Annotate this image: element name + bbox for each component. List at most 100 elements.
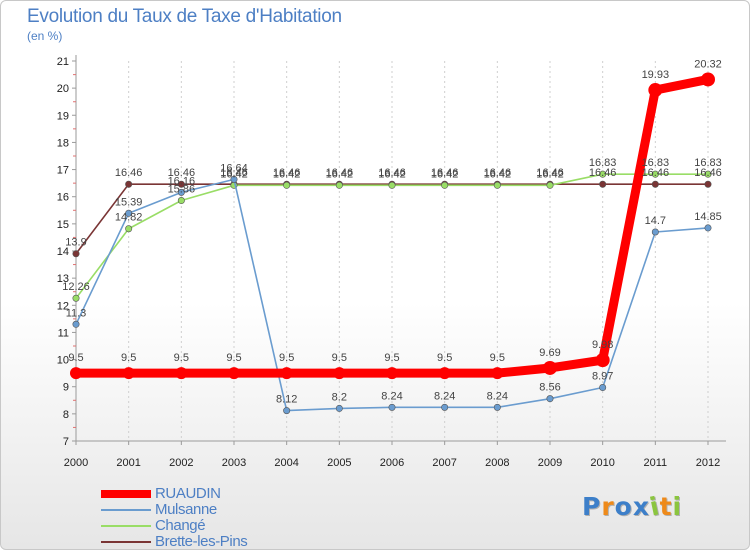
logo-letter-3: o (614, 492, 633, 521)
x-tick-label-2001: 2001 (116, 457, 140, 469)
data-label-chang-2003: 16.42 (220, 168, 248, 180)
point-brette-les-pins-2010 (599, 180, 607, 188)
point-mulsanne-2006 (388, 403, 396, 411)
x-tick-label-2007: 2007 (432, 457, 456, 469)
point-brette-les-pins-2012 (704, 180, 712, 188)
logo-letter-6: t (659, 492, 673, 521)
point-mulsanne-2010 (599, 384, 607, 392)
data-label-chang-2010: 16.83 (589, 157, 617, 169)
x-tick-label-2000: 2000 (64, 457, 88, 469)
data-label-ruaudin-2000: 9.5 (68, 352, 83, 364)
x-tick-label-2011: 2011 (644, 457, 668, 469)
data-label-brette-les-pins-2003: 16.46 (220, 167, 248, 179)
point-ruaudin-2012 (701, 72, 715, 87)
point-ruaudin-2000 (70, 367, 82, 380)
point-mulsanne-2009 (546, 395, 554, 403)
point-brette-les-pins-2011 (651, 180, 659, 188)
data-label-brette-les-pins-2007: 16.46 (431, 167, 459, 179)
data-label-ruaudin-2004: 9.5 (279, 352, 294, 364)
point-ruaudin-2007 (438, 367, 451, 380)
data-label-brette-les-pins-2000: 13.9 (65, 237, 86, 249)
data-label-brette-les-pins-2009: 16.46 (536, 167, 564, 179)
data-label-mulsanne-2003: 16.64 (220, 162, 248, 174)
x-tick-label-2009: 2009 (538, 457, 562, 469)
legend-label-mulsanne: Mulsanne (155, 501, 217, 518)
data-label-mulsanne-2009: 8.56 (539, 382, 560, 394)
data-label-mulsanne-2002: 16.16 (168, 175, 196, 187)
point-ruaudin-2011 (648, 83, 663, 98)
point-chang-2011 (651, 170, 659, 178)
data-label-brette-les-pins-2005: 16.46 (326, 167, 354, 179)
point-chang-2006 (388, 181, 396, 189)
point-mulsanne-2004 (283, 407, 291, 415)
point-chang-2009 (546, 181, 554, 189)
data-label-ruaudin-2007: 9.5 (437, 352, 452, 364)
series-layer (70, 72, 715, 415)
data-label-ruaudin-2008: 9.5 (490, 352, 505, 364)
data-label-mulsanne-2005: 8.2 (332, 391, 347, 403)
y-tick-label-12: 12 (57, 300, 69, 312)
data-label-chang-2007: 16.42 (431, 168, 459, 180)
data-label-mulsanne-2004: 8.12 (276, 394, 297, 406)
point-chang-2004 (283, 181, 291, 189)
data-label-chang-2002: 15.86 (168, 184, 196, 196)
legend-swatch-brette-les-pins (101, 541, 151, 543)
legend-label-change: Changé (155, 517, 206, 534)
point-mulsanne-2012 (704, 224, 712, 232)
y-tick-label-20: 20 (57, 83, 69, 95)
logo-letter-1: P (582, 492, 602, 521)
x-tick-label-2004: 2004 (274, 457, 298, 469)
point-ruaudin-2002 (175, 367, 188, 380)
point-mulsanne-2001 (125, 209, 133, 217)
point-chang-2001 (125, 225, 133, 233)
legend-label-ruaudin: RUAUDIN (155, 485, 221, 502)
grid-layer (75, 61, 709, 441)
data-label-chang-2011: 16.83 (642, 157, 670, 169)
point-chang-2005 (335, 181, 343, 189)
chart-title: Evolution du Taux de Taxe d'Habitation (27, 6, 342, 27)
data-label-mulsanne-2007: 8.24 (434, 390, 455, 402)
point-mulsanne-2002 (177, 188, 185, 196)
y-tick-label-8: 8 (63, 409, 69, 421)
data-label-chang-2000: 12.26 (62, 281, 90, 293)
point-ruaudin-2003 (228, 367, 240, 380)
data-label-brette-les-pins-2010: 16.46 (589, 167, 617, 179)
y-tick-label-15: 15 (57, 219, 69, 231)
point-brette-les-pins-2001 (125, 180, 133, 188)
data-label-chang-2004: 16.42 (273, 168, 301, 180)
x-tick-label-2008: 2008 (485, 457, 509, 469)
data-label-mulsanne-2000: 11.3 (66, 307, 87, 319)
y-tick-label-9: 9 (63, 382, 69, 394)
y-tick-label-19: 19 (57, 110, 69, 122)
point-chang-2000 (72, 294, 80, 302)
point-ruaudin-2010 (595, 353, 610, 368)
data-label-ruaudin-2011: 19.93 (642, 69, 670, 81)
y-tick-label-21: 21 (57, 56, 69, 68)
data-label-ruaudin-2012: 20.32 (694, 58, 722, 70)
point-mulsanne-2008 (493, 403, 501, 411)
point-ruaudin-2006 (386, 367, 398, 380)
point-mulsanne-2000 (72, 320, 80, 328)
point-mulsanne-2007 (441, 403, 449, 411)
y-tick-label-11: 11 (58, 327, 69, 339)
chart-subtitle: (en %) (27, 29, 63, 43)
point-chang-2008 (493, 181, 501, 189)
data-label-mulsanne-2001: 15.39 (115, 196, 143, 208)
data-label-mulsanne-2012: 14.85 (694, 211, 722, 223)
data-label-ruaudin-2003: 9.5 (226, 352, 241, 364)
data-label-brette-les-pins-2011: 16.46 (642, 167, 670, 179)
point-chang-2007 (441, 181, 449, 189)
point-mulsanne-2003 (230, 175, 238, 183)
data-label-ruaudin-2001: 9.5 (121, 352, 136, 364)
x-tick-label-2010: 2010 (590, 457, 614, 469)
data-label-brette-les-pins-2002: 16.46 (168, 167, 196, 179)
x-tick-label-2005: 2005 (327, 457, 351, 469)
data-label-chang-2001: 14.82 (115, 212, 143, 224)
proxiti-logo: Proxiti (582, 491, 682, 521)
legend-swatch-change (101, 525, 151, 527)
point-ruaudin-2001 (122, 367, 135, 380)
y-tick-label-16: 16 (57, 192, 69, 204)
data-label-ruaudin-2009: 9.69 (539, 347, 560, 359)
